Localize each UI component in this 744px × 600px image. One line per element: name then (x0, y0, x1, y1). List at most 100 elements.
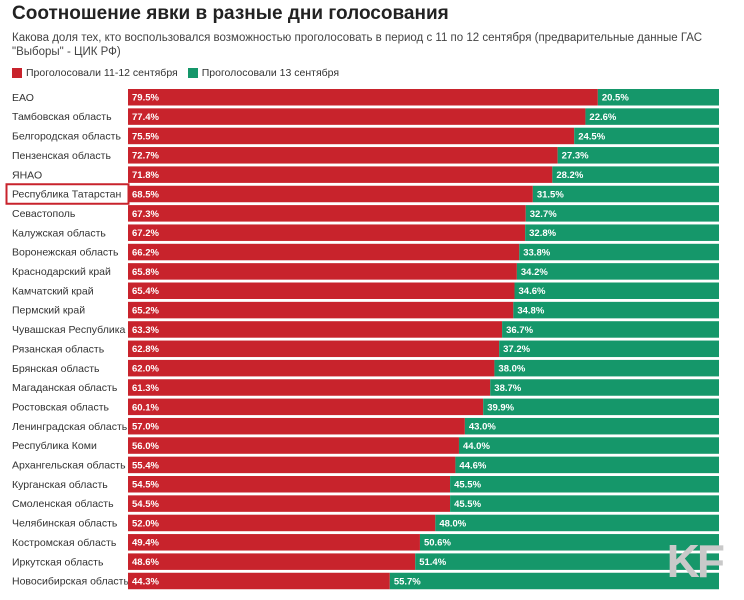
bar-early (128, 166, 553, 183)
value-label-early: 62.8% (132, 344, 159, 355)
bar-day (435, 514, 719, 532)
value-label-early: 60.1% (132, 402, 159, 413)
bar-early (128, 224, 526, 241)
bar-early (128, 379, 491, 396)
bar-day (525, 224, 719, 241)
value-label-day: 28.2% (556, 170, 583, 181)
bar-early (128, 476, 451, 493)
value-label-early: 68.5% (132, 189, 159, 200)
category-label: Курганская область (12, 479, 108, 491)
bar-day (389, 572, 719, 590)
category-label: Ленинградская область (12, 421, 128, 433)
value-label-early: 54.5% (132, 480, 159, 491)
value-label-early: 65.4% (132, 286, 159, 297)
category-label: Брянская область (12, 363, 100, 375)
category-label: ЕАО (12, 92, 34, 104)
bar-day (419, 534, 719, 551)
legend-swatch-day (187, 68, 198, 78)
legend-item-early: Проголосовали 11-12 сентября (12, 67, 178, 79)
legend: Проголосовали 11-12 сентября Проголосова… (12, 67, 349, 79)
bar-day (585, 108, 719, 125)
bar-early (128, 301, 514, 319)
value-label-day: 34.8% (517, 306, 544, 317)
value-label-early: 66.2% (132, 247, 159, 258)
value-label-day: 51.4% (419, 557, 446, 568)
value-label-day: 36.7% (506, 325, 533, 336)
value-label-early: 71.8% (132, 170, 159, 181)
category-label: Республика Татарстан (12, 189, 122, 201)
value-label-early: 56.0% (132, 441, 159, 452)
bar-early (128, 147, 558, 164)
category-label: Калужская область (12, 227, 106, 239)
bar-day (516, 263, 719, 280)
category-label: Краснодарский край (12, 266, 111, 278)
bar-early (128, 359, 495, 377)
bar-day (532, 185, 719, 203)
legend-label-day: Проголосовали 13 сентября (201, 67, 340, 79)
bar-day (525, 205, 719, 222)
value-label-early: 67.3% (132, 209, 159, 220)
bar-early (128, 108, 586, 125)
value-label-day: 31.5% (537, 189, 564, 200)
bar-early (128, 398, 484, 416)
category-label: Белгородская область (12, 131, 121, 143)
value-label-early: 65.8% (132, 267, 159, 278)
bar-early (128, 456, 456, 474)
value-label-day: 38.0% (498, 364, 525, 375)
value-label-day: 22.6% (589, 112, 616, 123)
value-label-early: 52.0% (132, 518, 159, 529)
value-label-early: 75.5% (132, 131, 159, 142)
bar-early (128, 553, 416, 570)
value-label-day: 45.5% (454, 499, 481, 510)
category-label: Смоленская область (12, 498, 114, 510)
bar-early (128, 127, 575, 145)
value-label-day: 48.0% (439, 518, 466, 529)
category-label: Тамбовская область (12, 111, 112, 123)
bar-early (128, 243, 520, 261)
value-label-day: 45.5% (454, 480, 481, 491)
bar-early (128, 205, 526, 222)
legend-label-early: Проголосовали 11-12 сентября (26, 67, 178, 79)
value-label-early: 61.3% (132, 383, 159, 394)
category-label: Рязанская область (12, 343, 105, 355)
category-label: Воронежская область (12, 247, 119, 259)
value-label-early: 67.2% (132, 228, 159, 239)
bar-early (128, 340, 500, 358)
value-label-early: 72.7% (132, 151, 159, 162)
value-label-day: 50.6% (424, 538, 451, 549)
value-label-day: 38.7% (494, 383, 521, 394)
value-label-early: 79.5% (132, 93, 159, 104)
bar-early (128, 437, 459, 454)
category-label: Архангельская область (12, 460, 126, 472)
bar-day (490, 379, 719, 396)
bar-day (450, 495, 719, 512)
value-label-day: 37.2% (503, 344, 530, 355)
value-label-early: 65.2% (132, 306, 159, 317)
bar-early (128, 495, 451, 512)
bar-early (128, 89, 598, 106)
bar-day (415, 553, 719, 570)
bar-day (514, 282, 719, 299)
value-label-early: 63.3% (132, 325, 159, 336)
value-label-day: 34.2% (521, 267, 548, 278)
value-label-early: 54.5% (132, 499, 159, 510)
bar-day (519, 243, 719, 261)
category-label: ЯНАО (12, 169, 42, 181)
category-label: Ростовская область (12, 401, 110, 413)
value-label-early: 44.3% (132, 576, 159, 587)
value-label-early: 48.6% (132, 557, 159, 568)
category-label: Челябинская область (12, 518, 118, 530)
value-label-early: 57.0% (132, 422, 159, 433)
value-label-day: 20.5% (602, 93, 629, 104)
bar-early (128, 534, 420, 551)
value-label-day: 32.7% (530, 209, 557, 220)
bar-day (513, 301, 719, 319)
legend-item-day: Проголосовали 13 сентября (187, 67, 340, 79)
bar-day (450, 476, 719, 493)
value-label-day: 24.5% (578, 131, 605, 142)
category-label: Севастополь (12, 208, 76, 220)
value-label-early: 55.4% (132, 460, 159, 471)
bar-early (128, 514, 436, 532)
value-label-day: 55.7% (394, 576, 421, 587)
category-label: Республика Коми (12, 440, 97, 452)
